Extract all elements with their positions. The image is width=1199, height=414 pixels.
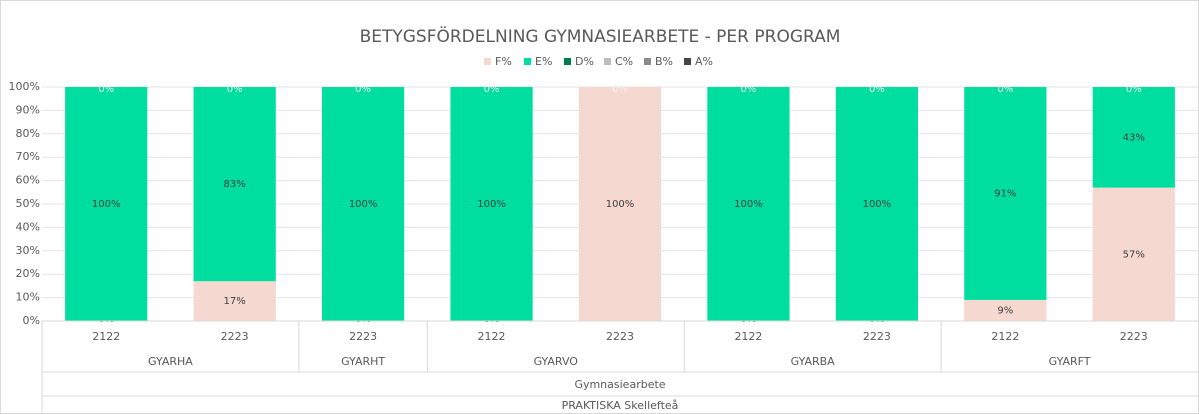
data-label: 0% [612,84,628,95]
legend-label: C% [615,55,633,68]
bar-segment [835,87,918,321]
chart-title: BETYGSFÖRDELNING GYMNASIEARBETE - PER PR… [360,25,841,47]
bar-segment [450,87,533,321]
data-label: 100% [349,199,378,210]
y-tick-label: 60% [16,174,40,187]
bar-segment [964,299,1047,321]
data-label: 17% [224,296,246,307]
legend-swatch [604,58,611,65]
bar-segment [1092,87,1175,188]
x-tick-label: 2122 [92,330,120,343]
data-label: 100% [477,199,506,210]
data-label: 0% [355,84,371,95]
x-tick-label: 2122 [478,330,506,343]
y-tick-label: 0% [23,314,40,327]
legend-label: A% [695,55,713,68]
y-tick-label: 20% [16,267,40,280]
x-tick-label: 2223 [863,330,891,343]
x-tick-label: 2122 [991,330,1019,343]
data-label: 43% [1123,132,1145,143]
data-label: 100% [863,199,892,210]
data-label: 0% [1126,84,1142,95]
data-label: 0% [98,84,114,95]
bar-segment [578,87,662,321]
legend-swatch [684,58,691,65]
group-label: GYARBA [791,355,836,368]
data-label: 100% [734,199,763,210]
y-tick-label: 100% [9,80,40,93]
data-label: 0% [741,84,757,95]
y-tick-label: 70% [16,150,40,163]
data-label: 0% [869,84,885,95]
legend-swatch [564,58,571,65]
x-tick-label: 2122 [734,330,762,343]
group-label: GYARHT [341,355,385,368]
data-label: 0% [997,84,1013,95]
x-tick-label: 2223 [349,330,377,343]
group-label: GYARVO [534,355,579,368]
data-label: 83% [224,179,246,190]
y-tick-label: 30% [16,244,40,257]
data-label: 91% [994,188,1016,199]
data-label: 0% [612,84,628,95]
bar-segment [1092,187,1175,321]
data-label: 9% [997,305,1013,316]
x-tick-label: 2223 [1120,330,1148,343]
bar-segment [193,281,276,321]
bar-segment [707,87,790,321]
bar-segment [964,87,1047,300]
group-label: Gymnasiearbete [574,378,665,391]
data-label: 0% [484,84,500,95]
data-label: 100% [606,199,635,210]
group-label: GYARFT [1049,355,1091,368]
y-tick-label: 80% [16,127,40,140]
data-label: 0% [227,84,243,95]
data-label: 100% [92,199,121,210]
legend-label: E% [535,55,552,68]
legend-swatch [644,58,651,65]
legend-swatch [484,58,491,65]
data-label: 57% [1123,249,1145,260]
group-label: GYARHA [148,355,193,368]
y-tick-label: 90% [16,103,40,116]
group-label: PRAKTISKA Skellefteå [562,399,679,412]
x-tick-label: 2223 [221,330,249,343]
y-tick-label: 40% [16,220,40,233]
legend-label: D% [575,55,594,68]
x-tick-label: 2223 [606,330,634,343]
legend-label: B% [655,55,673,68]
y-tick-label: 50% [16,197,40,210]
bar-segment [322,87,405,321]
legend-swatch [524,58,531,65]
legend-label: F% [495,55,512,68]
bar-segment [193,87,276,282]
y-tick-label: 10% [16,291,40,304]
bar-segment [65,87,148,321]
